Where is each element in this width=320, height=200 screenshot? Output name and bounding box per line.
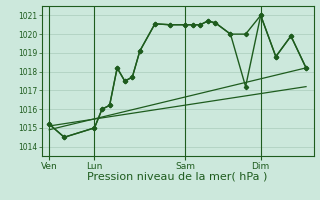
X-axis label: Pression niveau de la mer( hPa ): Pression niveau de la mer( hPa ): [87, 172, 268, 182]
